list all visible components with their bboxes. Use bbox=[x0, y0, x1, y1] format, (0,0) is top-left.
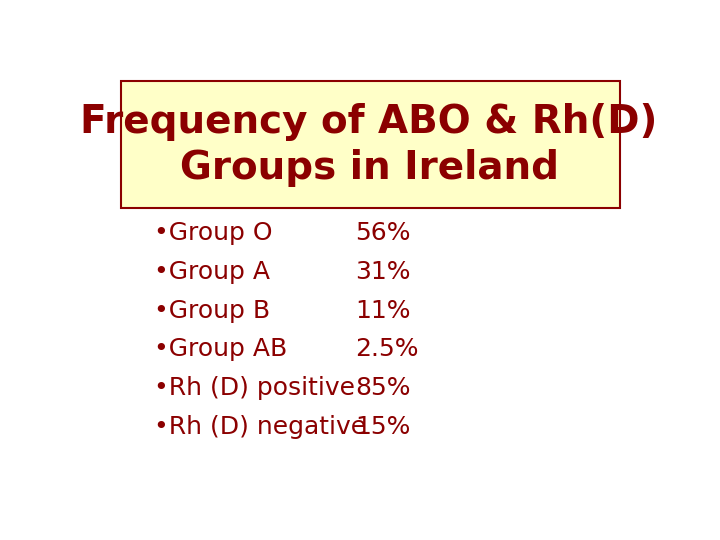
Text: 11%: 11% bbox=[355, 299, 410, 322]
Text: 56%: 56% bbox=[355, 221, 410, 245]
Text: •Group A: •Group A bbox=[154, 260, 270, 284]
Text: 2.5%: 2.5% bbox=[355, 337, 418, 361]
Text: •Rh (D) negative: •Rh (D) negative bbox=[154, 415, 366, 438]
Text: •Group B: •Group B bbox=[154, 299, 270, 322]
Text: •Group AB: •Group AB bbox=[154, 337, 287, 361]
Text: 85%: 85% bbox=[355, 376, 410, 400]
Text: Frequency of ABO & Rh(D)
Groups in Ireland: Frequency of ABO & Rh(D) Groups in Irela… bbox=[81, 103, 657, 187]
FancyBboxPatch shape bbox=[121, 82, 620, 208]
Text: •Group O: •Group O bbox=[154, 221, 273, 245]
Text: 15%: 15% bbox=[355, 415, 410, 438]
Text: 31%: 31% bbox=[355, 260, 410, 284]
Text: •Rh (D) positive: •Rh (D) positive bbox=[154, 376, 355, 400]
